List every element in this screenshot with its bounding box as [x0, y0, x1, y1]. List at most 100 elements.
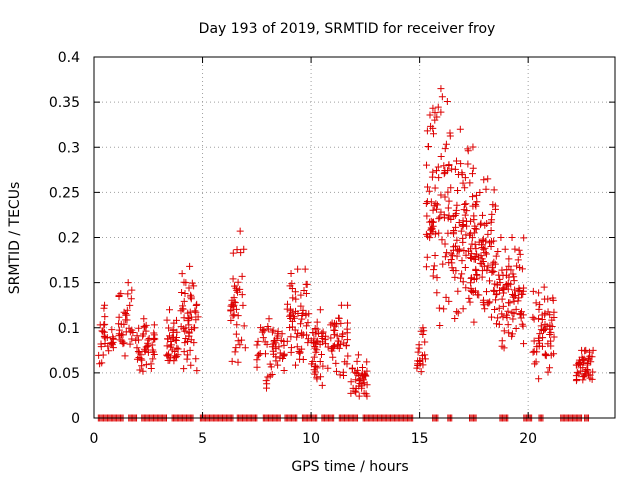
data-point	[318, 381, 326, 389]
data-point	[436, 213, 444, 221]
data-point	[453, 252, 461, 260]
data-point	[477, 252, 485, 260]
data-point	[487, 242, 495, 250]
data-point	[294, 265, 302, 273]
data-point	[178, 270, 186, 278]
data-point	[128, 335, 136, 343]
data-point	[510, 292, 518, 300]
data-point	[437, 153, 445, 161]
data-point	[120, 339, 128, 347]
data-point	[429, 206, 437, 214]
data-point	[234, 358, 242, 366]
data-point	[462, 217, 470, 225]
data-point	[340, 371, 348, 379]
data-point	[495, 320, 503, 328]
data-point	[339, 330, 347, 338]
data-point	[358, 363, 366, 371]
data-point	[241, 344, 249, 352]
data-point	[490, 286, 498, 294]
data-point	[238, 291, 246, 299]
data-point	[301, 265, 309, 273]
data-point	[270, 340, 278, 348]
data-point	[337, 301, 345, 309]
data-point	[472, 245, 480, 253]
y-tick-label: 0.05	[49, 366, 80, 382]
x-tick-label: 20	[519, 431, 537, 447]
data-point	[237, 249, 245, 257]
data-point	[538, 311, 546, 319]
data-point	[470, 275, 478, 283]
data-point	[108, 341, 116, 349]
data-point	[438, 93, 446, 101]
data-point	[332, 320, 340, 328]
data-point	[538, 342, 546, 350]
data-point	[150, 321, 158, 329]
data-point	[456, 245, 464, 253]
chart-title: Day 193 of 2019, SRMTID for receiver fro…	[199, 21, 496, 37]
data-point	[324, 364, 332, 372]
data-point	[481, 305, 489, 313]
data-point	[461, 263, 469, 271]
data-point	[351, 368, 359, 376]
data-point	[440, 170, 448, 178]
data-point	[185, 321, 193, 329]
data-point	[433, 289, 441, 297]
data-point	[191, 324, 199, 332]
data-point	[236, 285, 244, 293]
data-point	[431, 109, 439, 117]
data-point	[583, 366, 591, 374]
data-point	[458, 270, 466, 278]
data-point	[498, 310, 506, 318]
data-point	[480, 245, 488, 253]
data-point	[459, 221, 467, 229]
data-point	[236, 227, 244, 235]
data-point	[431, 251, 439, 259]
data-point	[468, 234, 476, 242]
data-point	[505, 329, 513, 337]
data-point	[141, 347, 149, 355]
data-point	[108, 339, 116, 347]
data-point	[460, 247, 468, 255]
data-point	[471, 225, 479, 233]
data-point	[283, 300, 291, 308]
data-point	[473, 291, 481, 299]
data-point	[503, 311, 511, 319]
data-point	[191, 307, 199, 315]
data-point	[437, 85, 445, 93]
data-point	[518, 320, 526, 328]
data-point	[292, 295, 300, 303]
data-point	[456, 125, 464, 133]
data-point	[268, 371, 276, 379]
data-point	[166, 306, 174, 314]
data-point	[542, 352, 550, 360]
data-point	[472, 202, 480, 210]
data-point	[135, 349, 143, 357]
data-point	[514, 287, 522, 295]
data-point	[450, 243, 458, 251]
data-point	[501, 245, 509, 253]
data-point	[437, 191, 445, 199]
data-point	[180, 348, 188, 356]
data-point	[313, 338, 321, 346]
data-point	[482, 185, 490, 193]
data-point	[576, 358, 584, 366]
data-point	[136, 366, 144, 374]
data-point	[240, 322, 248, 330]
data-point	[429, 222, 437, 230]
data-point	[296, 348, 304, 356]
data-point	[356, 375, 364, 383]
data-point	[488, 267, 496, 275]
data-point	[495, 304, 503, 312]
data-point	[469, 143, 477, 151]
data-point	[418, 355, 426, 363]
data-point	[431, 184, 439, 192]
x-axis-label: GPS time / hours	[291, 459, 408, 475]
data-point	[293, 343, 301, 351]
data-point	[421, 338, 429, 346]
data-point	[101, 332, 109, 340]
data-point	[507, 280, 515, 288]
data-point	[459, 305, 467, 313]
data-point	[100, 304, 108, 312]
data-point	[101, 313, 109, 321]
